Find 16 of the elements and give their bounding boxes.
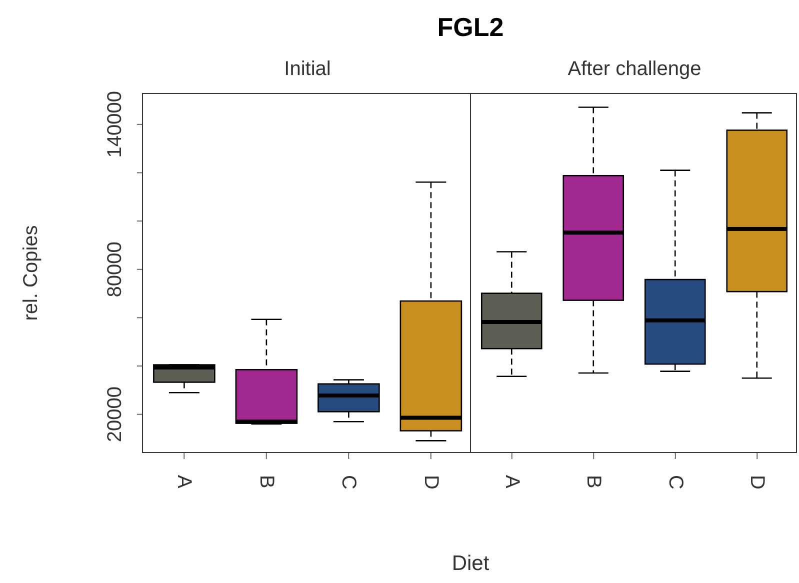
y-tick-label: 20000 (104, 386, 126, 442)
chart-title: FGL2 (436, 12, 505, 43)
x-axis-title: Diet (450, 552, 490, 576)
y-tick-label: 140000 (104, 91, 126, 158)
x-tick-label: B (255, 475, 278, 488)
chart-subtitle: After challenge (566, 58, 702, 81)
x-tick-label: B (582, 475, 605, 488)
x-tick-label: D (420, 475, 442, 490)
x-tick-label: C (338, 475, 360, 490)
y-tick-label: 80000 (104, 242, 126, 298)
x-tick-label: D (746, 475, 768, 490)
y-axis-title: rel. Copies (20, 225, 42, 321)
x-tick-label: C (664, 475, 686, 490)
chart-subtitle: Initial (283, 58, 332, 81)
x-tick-label: A (173, 475, 196, 489)
x-tick-label: A (500, 475, 523, 489)
